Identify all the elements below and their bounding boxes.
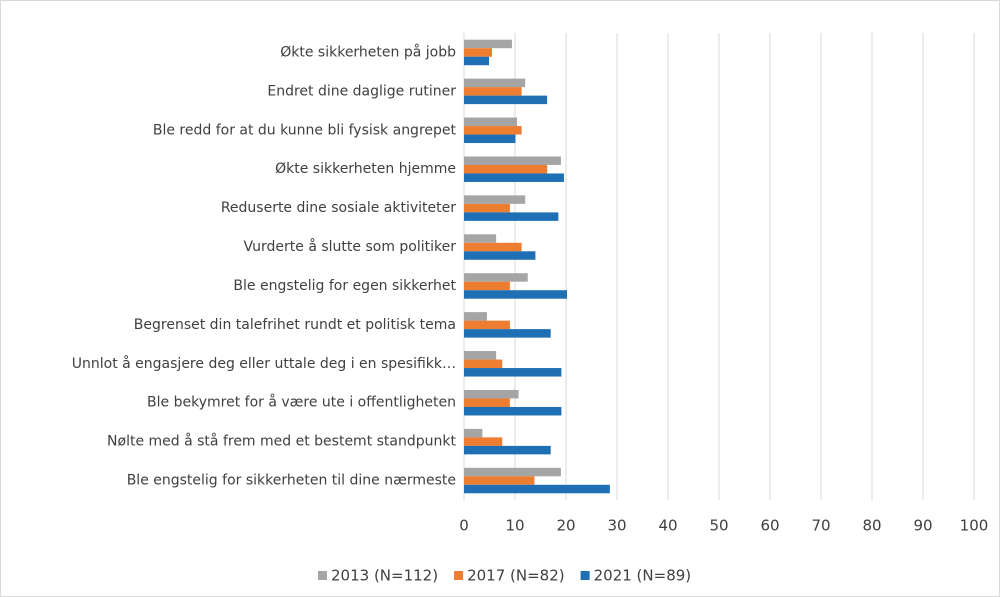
x-tick-label: 20: [556, 517, 575, 535]
bar: [464, 281, 510, 291]
y-tick-label: Begrenset din talefrihet rundt et politi…: [134, 317, 456, 333]
bar: [464, 398, 510, 407]
y-tick-label: Økte sikkerheten på jobb: [280, 43, 456, 60]
y-tick-label: Reduserte dine sosiale aktiviteter: [221, 200, 456, 216]
legend-label: 2017 (N=82): [467, 567, 565, 585]
bar: [464, 467, 561, 477]
x-tick-label: 0: [459, 517, 469, 535]
y-tick-label: Økte sikkerheten hjemme: [275, 161, 456, 177]
bar: [464, 203, 510, 213]
bar: [464, 48, 493, 57]
legend-swatch: [318, 571, 327, 580]
y-tick-label: Ble engstelig for egen sikkerhet: [233, 278, 456, 294]
bar: [464, 273, 528, 282]
x-tick-label: 50: [709, 517, 728, 535]
x-tick-label: 90: [913, 517, 932, 535]
bar: [464, 290, 568, 299]
bar: [464, 212, 559, 221]
bar: [464, 351, 497, 360]
bar: [464, 164, 548, 174]
bar: [464, 484, 610, 494]
bar: [464, 173, 564, 182]
y-tick-label: Unnlot å engasjere deg eller uttale deg …: [72, 355, 456, 372]
y-tick-label: Ble redd for at du kunne bli fysisk angr…: [153, 122, 457, 138]
bar: [464, 312, 487, 321]
x-tick-label: 30: [607, 517, 626, 535]
bar: [464, 156, 561, 165]
bar: [464, 476, 535, 485]
y-tick-label: Endret dine daglige rutiner: [267, 83, 456, 99]
bar: [464, 320, 510, 330]
bar: [464, 329, 551, 338]
bar: [464, 87, 522, 96]
y-tick-label: Ble bekymret for å være ute i offentligh…: [147, 394, 456, 411]
bar: [464, 134, 516, 144]
bar: [464, 39, 512, 49]
legend-label: 2013 (N=112): [331, 567, 438, 585]
bar: [464, 251, 536, 260]
x-tick-label: 80: [862, 517, 881, 535]
x-tick-label: 40: [658, 517, 677, 535]
bar: [464, 234, 497, 243]
bar: [464, 117, 518, 127]
bar: [464, 195, 526, 204]
bar: [464, 428, 483, 438]
y-tick-label: Ble engstelig for sikkerheten til dine n…: [127, 473, 456, 489]
bar: [464, 126, 522, 135]
bar: [464, 437, 503, 446]
x-tick-label: 60: [760, 517, 779, 535]
x-tick-label: 100: [960, 517, 989, 535]
bar: [464, 56, 489, 66]
bar: [464, 78, 526, 88]
bar: [464, 445, 551, 455]
legend-swatch: [580, 571, 590, 580]
legend-label: 2021 (N=89): [594, 567, 692, 585]
y-tick-label: Vurderte å slutte som politiker: [244, 238, 457, 255]
bar: [464, 95, 548, 105]
bar: [464, 406, 562, 416]
legend-swatch: [454, 571, 464, 580]
bar: [464, 359, 503, 369]
bar: [464, 368, 562, 377]
x-tick-label: 70: [811, 517, 830, 535]
y-tick-label: Nølte med å stå frem med et bestemt stan…: [107, 433, 456, 450]
bar: [464, 242, 522, 252]
bar: [464, 389, 519, 399]
x-tick-label: 10: [505, 517, 524, 535]
